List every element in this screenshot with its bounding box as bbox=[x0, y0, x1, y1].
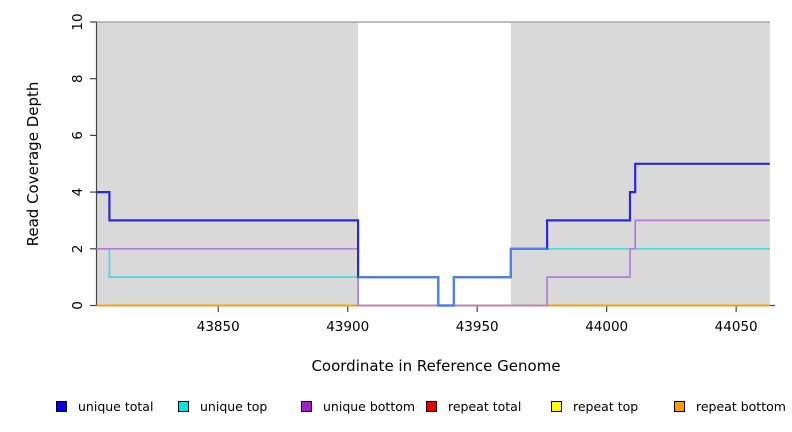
x-tick-label: 44050 bbox=[715, 319, 758, 335]
y-tick-label: 10 bbox=[70, 13, 86, 30]
y-tick-label: 8 bbox=[70, 74, 86, 83]
x-tick-label: 43900 bbox=[326, 319, 369, 335]
x-axis-title: Coordinate in Reference Genome bbox=[311, 357, 561, 375]
x-tick-label: 43950 bbox=[456, 319, 499, 335]
y-tick-label: 6 bbox=[70, 131, 86, 140]
x-tick-label: 43850 bbox=[197, 319, 240, 335]
y-tick-label: 2 bbox=[70, 245, 86, 254]
series-line-overlap-blue-cyan bbox=[358, 247, 548, 307]
x-tick-label: 44000 bbox=[585, 319, 628, 335]
shaded-region bbox=[96, 22, 359, 306]
y-axis-title: Read Coverage Depth bbox=[24, 81, 42, 247]
y-tick-label: 0 bbox=[70, 301, 86, 310]
y-tick-label: 4 bbox=[70, 188, 86, 197]
